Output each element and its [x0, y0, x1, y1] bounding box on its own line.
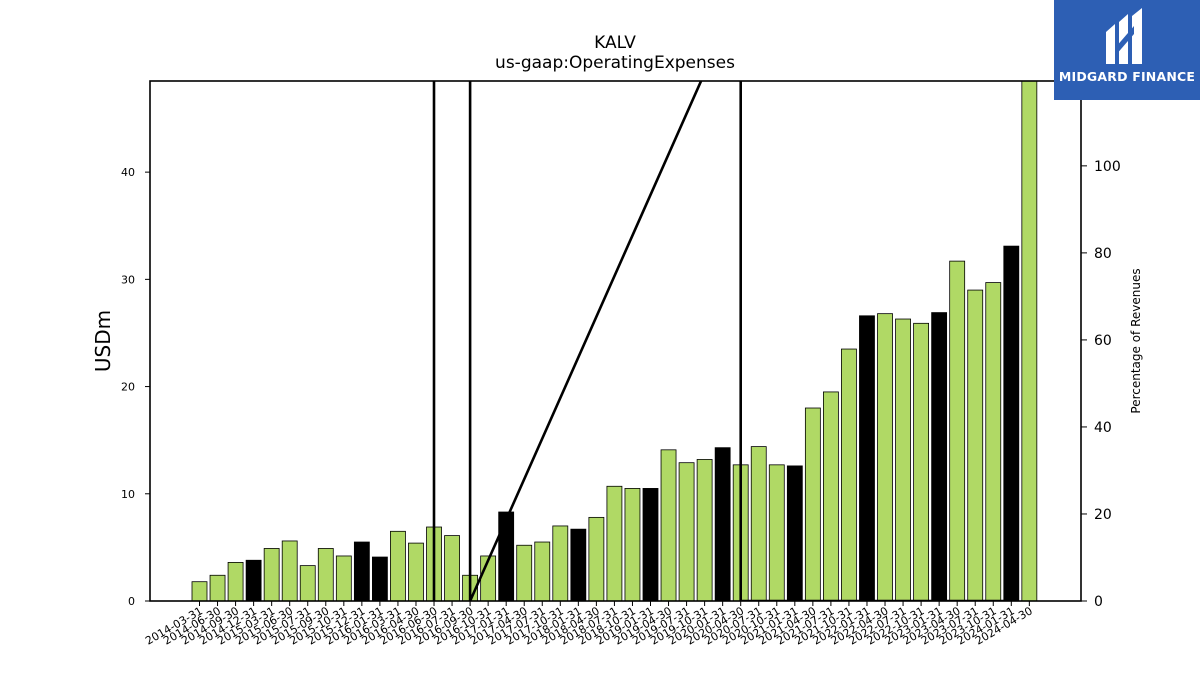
bar-2020-10-31 [768, 464, 785, 601]
bar-2015-06-30 [281, 540, 298, 601]
bar-2017-04-30 [516, 544, 533, 601]
y-tick-label: 0 [128, 595, 135, 608]
bar-2014-03-31 [191, 581, 208, 601]
bar-2019-04-30 [660, 449, 677, 601]
logo-mark-icon [1106, 8, 1142, 64]
bar-2014-09-30 [227, 562, 244, 601]
bar-2015-09-30 [317, 548, 334, 601]
bar-2016-04-30 [408, 542, 424, 601]
y-tick-label: 30 [121, 273, 135, 286]
y2-tick-label: 80 [1094, 246, 1112, 262]
bar-2017-07-31 [534, 541, 551, 601]
bar-2018-10-31 [624, 488, 641, 601]
bar-2024-04-30 [1021, 81, 1038, 601]
plot-frame [149, 80, 1082, 602]
bar-2022-10-31 [913, 322, 929, 601]
bar-2023-04-30 [949, 260, 966, 601]
bar-2023-10-31 [985, 282, 1002, 601]
bar-2022-07-31 [895, 318, 911, 601]
bar-2015-12-31 [353, 541, 370, 601]
bar-2016-01-31 [371, 556, 388, 601]
bar-2019-01-31 [642, 488, 659, 601]
bar-2016-07-31 [444, 535, 460, 601]
bar-2020-07-31 [750, 446, 767, 601]
bar-2022-01-31 [859, 315, 875, 601]
chart-subtitle: us-gaap:OperatingExpenses [495, 53, 735, 73]
bar-2017-10-31 [552, 525, 569, 601]
bar-2024-01-31 [1003, 245, 1020, 601]
y2-tick-label: 100 [1094, 159, 1121, 175]
logo-text: MIDGARD FINANCE [1058, 69, 1196, 84]
y2-tick-label: 20 [1094, 507, 1112, 523]
y-tick-label: 10 [121, 488, 135, 501]
bar-2023-01-31 [931, 312, 948, 601]
brand-logo: MIDGARD FINANCE [1054, 0, 1200, 100]
bar-2021-01-31 [786, 465, 803, 601]
bar-2022-04-30 [877, 313, 893, 601]
bar-2020-01-31 [714, 447, 731, 601]
y-tick-label: 40 [121, 166, 135, 179]
bar-2023-07-31 [967, 289, 984, 601]
y2-tick-label: 0 [1094, 594, 1103, 610]
bar-2021-04-30 [804, 407, 821, 601]
bar-2019-07-31 [678, 462, 695, 601]
bar-2014-12-31 [245, 559, 262, 601]
bar-2018-07-31 [606, 485, 623, 601]
bar-2014-06-30 [209, 574, 226, 601]
bar-2015-07-31 [299, 565, 316, 601]
bar-2016-03-31 [390, 530, 406, 601]
y2-axis-label: Percentage of Revenues [1129, 268, 1143, 413]
bar-2015-03-31 [263, 548, 280, 601]
chart-title: KALV [594, 33, 636, 53]
bar-2018-04-30 [588, 516, 605, 601]
bar-2019-10-31 [696, 459, 713, 601]
y2-tick-label: 40 [1094, 420, 1112, 436]
bar-2015-10-31 [335, 555, 352, 601]
y-axis-label: USDm [91, 310, 115, 372]
bar-2017-01-31 [498, 511, 515, 601]
bar-2021-10-31 [841, 348, 857, 601]
bar-2018-01-31 [570, 528, 587, 601]
bar-2021-07-31 [823, 391, 839, 601]
y-tick-label: 20 [121, 381, 135, 394]
y2-tick-label: 60 [1094, 333, 1112, 349]
